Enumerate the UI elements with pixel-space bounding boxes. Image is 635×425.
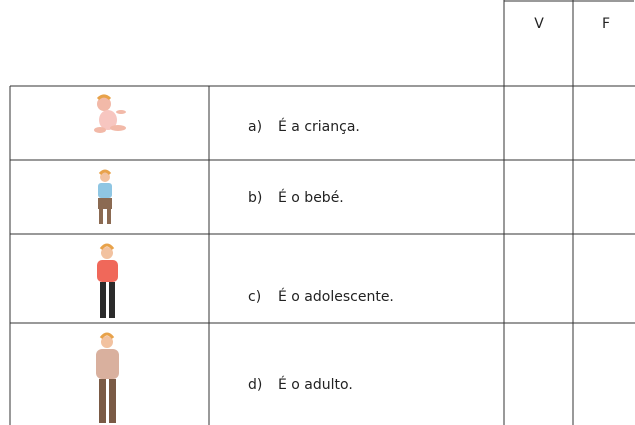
baby-icon [94, 94, 126, 133]
rows: a) É a criança. b) É o bebé. c) É o adolescen… [248, 118, 394, 393]
row-letter: c) [248, 289, 261, 305]
header-v: V [534, 16, 544, 32]
row-letter: d) [248, 377, 262, 393]
row-statement: É o adulto. [278, 376, 353, 393]
teen-icon [97, 243, 118, 318]
row-letter: b) [248, 190, 262, 206]
adult-icon [96, 332, 119, 423]
row-letter: a) [248, 119, 262, 135]
table-borders [9, 0, 635, 425]
row-statement: É o bebé. [278, 189, 344, 206]
child-icon [98, 169, 112, 224]
row-statement: É a criança. [278, 118, 360, 135]
row-statement: É o adolescente. [278, 288, 394, 305]
header-f: F [602, 16, 610, 32]
